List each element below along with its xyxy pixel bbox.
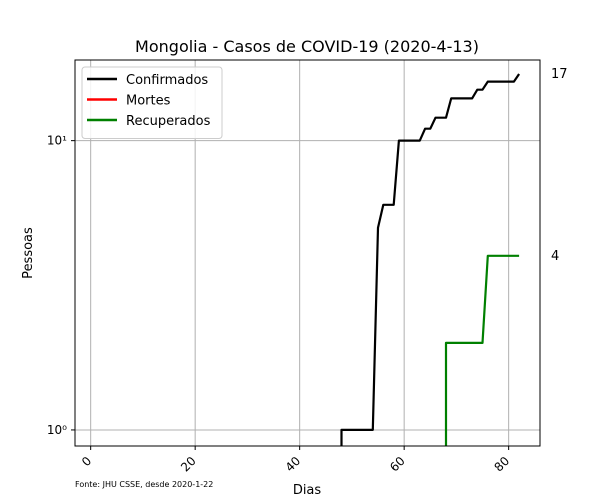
x-tick-label: 40 <box>283 454 304 475</box>
x-axis-ticks: 0 20 40 60 80 <box>79 446 512 474</box>
y-axis-label: Pessoas <box>21 227 36 279</box>
series-lines <box>340 73 521 446</box>
plot-frame <box>74 59 541 447</box>
source-note: Fonte: JHU CSSE, desde 2020-1-22 <box>75 480 213 489</box>
y-axis-ticks: 10⁰ 10¹ <box>47 134 75 437</box>
series-line-recuperados <box>444 254 520 446</box>
x-tick-label: 0 <box>79 454 94 469</box>
y-tick-label: 10¹ <box>47 134 67 148</box>
x-tick-label: 60 <box>387 454 408 475</box>
legend-label-confirmados: Confirmados <box>126 73 208 88</box>
series-line-confirmados <box>340 73 521 446</box>
legend-label-recuperados: Recuperados <box>126 114 211 129</box>
x-tick-label: 20 <box>178 454 199 475</box>
end-label-recuperados: 4 <box>551 249 559 264</box>
x-axis-label: Dias <box>293 483 322 498</box>
y-tick-label: 10⁰ <box>47 423 67 437</box>
legend-label-mortes: Mortes <box>126 94 171 109</box>
chart-title: Mongolia - Casos de COVID-19 (2020-4-13) <box>135 37 479 56</box>
legend: Confirmados Mortes Recuperados <box>81 66 223 139</box>
end-label-confirmados: 17 <box>551 67 568 82</box>
end-labels: 17 4 <box>551 67 568 264</box>
x-tick-label: 80 <box>492 454 513 475</box>
